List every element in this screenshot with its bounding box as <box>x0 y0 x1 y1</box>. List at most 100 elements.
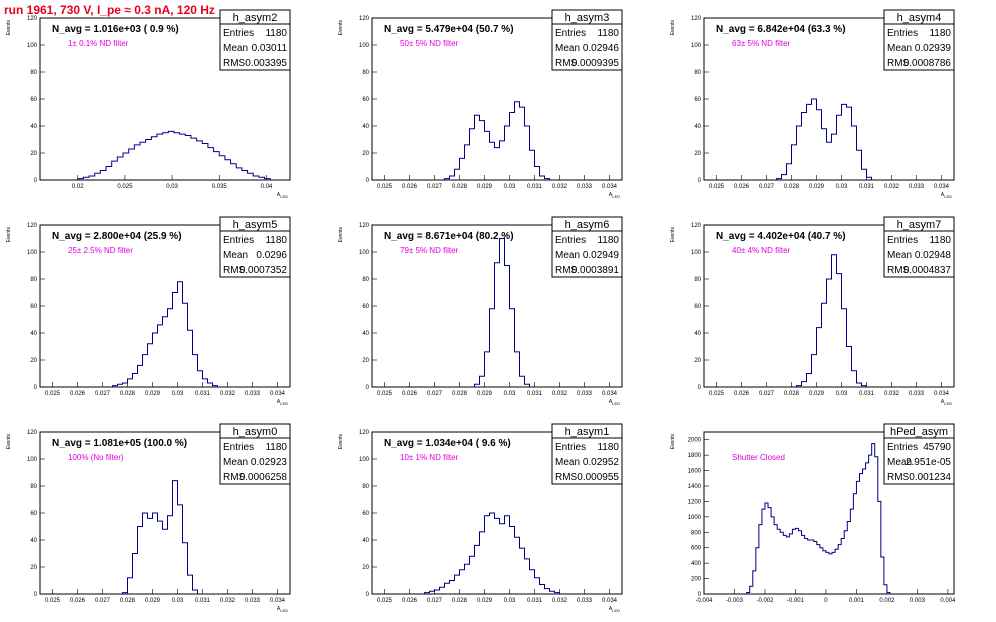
stat-label: RMS <box>887 472 910 483</box>
y-tick-label: 100 <box>359 250 370 256</box>
x-tick-label: 0.034 <box>270 598 286 604</box>
y-tick-label: 120 <box>27 16 38 22</box>
y-axis-label: Events <box>6 434 12 450</box>
n-avg-label: N_avg = 2.800e+04 (25.9 %) <box>52 231 182 242</box>
y-tick-label: 80 <box>30 70 37 76</box>
stat-value: 0.0007352 <box>240 265 288 276</box>
filter-label: 79± 5% ND filter <box>400 246 459 255</box>
x-tick-label: 0.033 <box>909 184 925 190</box>
histogram-panel-hPed_asym: 0 200 400 600 800 1000 1200 1400 1600 1800 2000 -0.… <box>670 423 956 604</box>
stats-box <box>551 437 623 485</box>
x-tick-label: 0.032 <box>220 391 236 397</box>
y-tick-label: 40 <box>362 331 369 337</box>
x-tick-label: 0.004 <box>940 598 956 604</box>
histogram-panel-h_asym6: 0 20 40 60 80 100 120 0.025 0.026 0.027 0.028 0.029… <box>338 216 623 406</box>
histogram-series <box>796 254 867 387</box>
y-tick-label: 120 <box>359 430 370 436</box>
stats-box <box>551 230 623 278</box>
n-avg-label: N_avg = 1.016e+03 ( 0.9 %) <box>52 24 179 35</box>
x-tick-label: 0.033 <box>577 391 593 397</box>
x-tick-label: 0.032 <box>884 184 900 190</box>
y-tick-label: 100 <box>691 43 702 49</box>
stat-value: 0.03011 <box>252 43 288 54</box>
stat-value: 1180 <box>597 235 619 246</box>
y-tick-label: 40 <box>30 538 37 544</box>
n-avg-label: N_avg = 8.671e+04 (80.2 %) <box>384 231 514 242</box>
filter-label: 40± 4% ND filter <box>732 246 791 255</box>
filter-label: 63± 5% ND filter <box>732 39 791 48</box>
y-tick-label: 120 <box>359 16 370 22</box>
stat-label: Mean <box>887 250 912 261</box>
stat-label: RMS <box>887 58 910 69</box>
x-tick-label: 0.033 <box>245 598 261 604</box>
x-axis-label: ALED <box>609 192 620 199</box>
x-tick-label: 0.025 <box>377 391 393 397</box>
histogram-name: h_asym4 <box>897 12 942 24</box>
stat-label: Mean <box>555 250 580 261</box>
x-tick-label: 0.027 <box>759 184 775 190</box>
y-tick-label: 0 <box>698 385 702 391</box>
histogram-series <box>122 480 198 594</box>
y-tick-label: 800 <box>691 530 702 536</box>
x-tick-label: 0.029 <box>809 184 825 190</box>
x-tick-label: 0.025 <box>117 184 133 190</box>
y-tick-label: 1800 <box>688 453 702 459</box>
x-tick-label: 0.034 <box>602 184 618 190</box>
stat-label: Mean <box>555 457 580 468</box>
x-tick-label: 0.028 <box>784 391 800 397</box>
stat-label: Entries <box>887 28 918 39</box>
y-tick-label: 0 <box>366 385 370 391</box>
stat-label: Entries <box>887 235 918 246</box>
stat-value: 1180 <box>929 28 951 39</box>
stat-label: Mean <box>223 457 248 468</box>
x-tick-label: 0.032 <box>552 184 568 190</box>
stat-label: RMS <box>555 472 578 483</box>
x-tick-label: 0.035 <box>212 184 228 190</box>
histogram-name: h_asym0 <box>233 426 278 438</box>
y-tick-label: 20 <box>30 151 37 157</box>
stat-value: 1180 <box>265 28 287 39</box>
x-tick-label: 0.027 <box>95 391 111 397</box>
y-tick-label: 20 <box>30 565 37 571</box>
y-tick-label: 0 <box>34 385 38 391</box>
stat-value: 1180 <box>265 442 287 453</box>
n-avg-label: N_avg = 6.842e+04 (63.3 %) <box>716 24 846 35</box>
x-tick-label: 0.03 <box>836 391 848 397</box>
x-tick-label: 0.026 <box>402 184 418 190</box>
y-tick-label: 100 <box>27 43 38 49</box>
x-tick-label: 0.031 <box>195 598 211 604</box>
y-tick-label: 0 <box>366 592 370 598</box>
y-tick-label: 100 <box>27 457 38 463</box>
y-tick-label: 1600 <box>688 469 702 475</box>
y-tick-label: 0 <box>698 592 702 598</box>
x-tick-label: 0.034 <box>602 598 618 604</box>
y-tick-label: 60 <box>362 304 369 310</box>
histogram-series <box>444 101 550 180</box>
x-tick-label: 0.028 <box>784 184 800 190</box>
x-tick-label: 0.027 <box>759 391 775 397</box>
x-axis-label: ALED <box>277 399 288 406</box>
stat-label: Mean <box>223 250 248 261</box>
stat-value: 0.0004837 <box>904 265 952 276</box>
stats-box <box>883 23 955 71</box>
histogram-name: h_asym5 <box>233 219 278 231</box>
x-tick-label: 0.029 <box>477 391 493 397</box>
histogram-panel-h_asym2: 0 20 40 60 80 100 120 0.02 0.025 0.03 0.035 0.04 Eve… <box>6 9 291 199</box>
stat-value: 0.0006258 <box>240 472 288 483</box>
stat-value: 2.951e-05 <box>906 457 951 468</box>
y-tick-label: 100 <box>359 43 370 49</box>
filter-label: 10± 1% ND filter <box>400 453 459 462</box>
stat-label: RMS <box>887 265 910 276</box>
x-tick-label: 0.033 <box>909 391 925 397</box>
histogram-name: h_asym6 <box>565 219 610 231</box>
y-tick-label: 60 <box>694 97 701 103</box>
histogram-name: h_asym1 <box>565 426 610 438</box>
stat-value: 0.0003891 <box>572 265 620 276</box>
histogram-series <box>77 130 271 180</box>
x-tick-label: 0.028 <box>452 391 468 397</box>
y-tick-label: 60 <box>30 304 37 310</box>
histogram-series <box>112 281 218 387</box>
stat-label: RMS <box>555 58 578 69</box>
y-tick-label: 120 <box>691 16 702 22</box>
